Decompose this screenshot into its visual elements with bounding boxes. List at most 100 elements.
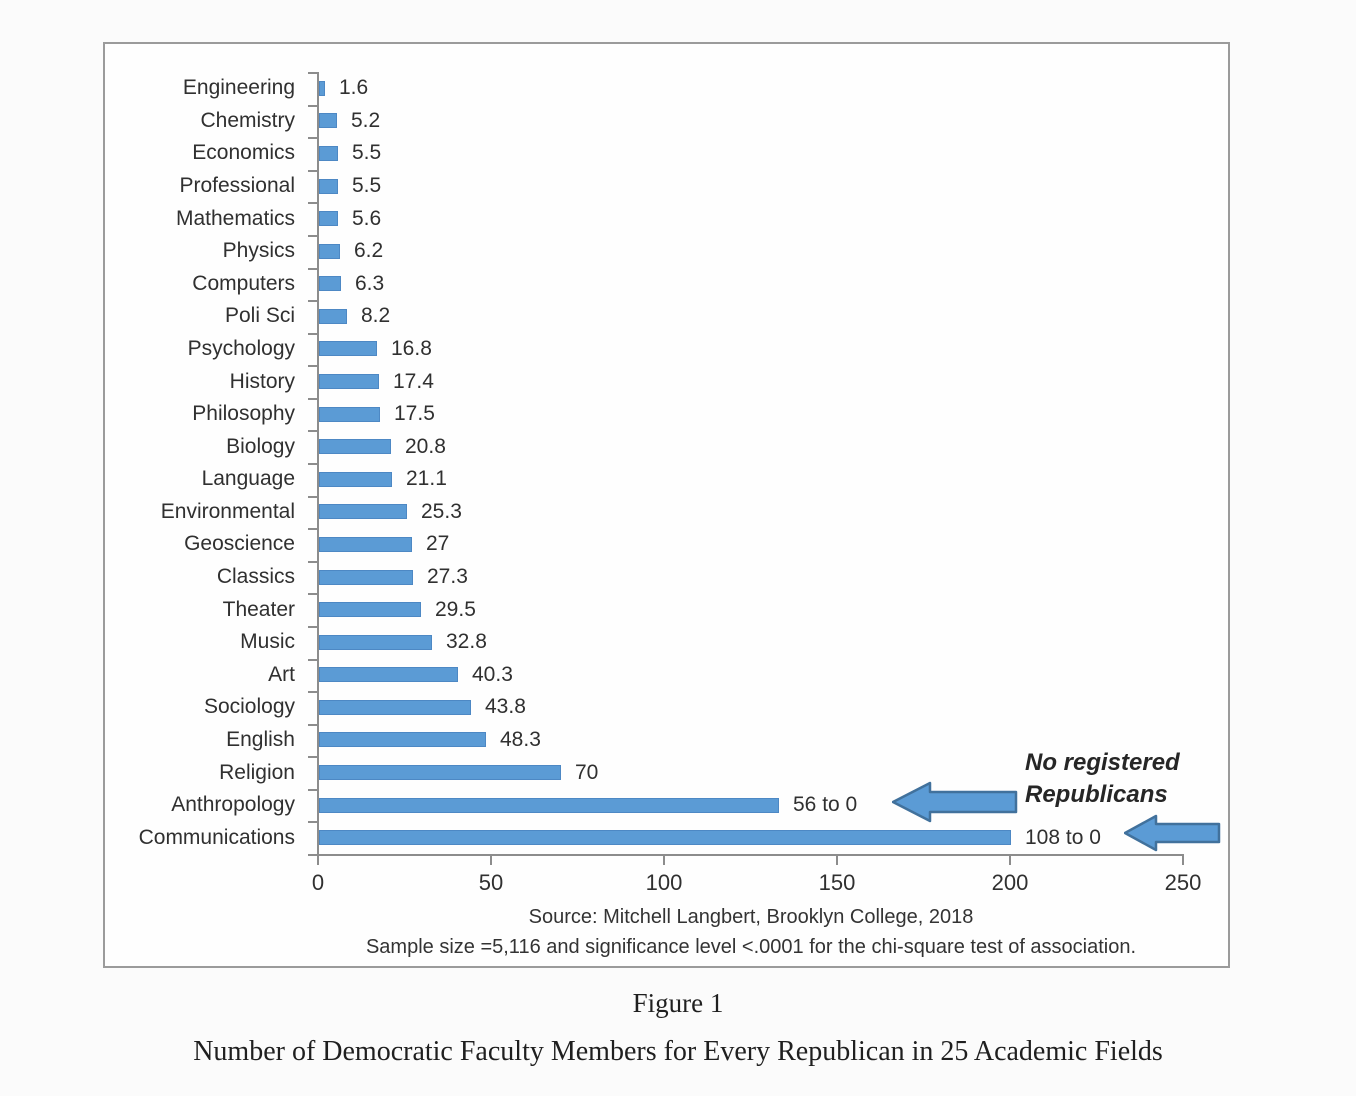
bar: [319, 536, 412, 552]
category-label: Mathematics: [175, 206, 295, 230]
bar: [319, 569, 413, 585]
category-label: Professional: [179, 174, 295, 198]
bar: [319, 634, 432, 650]
value-label: 5.6: [352, 206, 382, 230]
y-tick: [308, 300, 317, 303]
bar: [319, 504, 407, 520]
y-tick: [308, 593, 317, 596]
value-label: 27.3: [427, 565, 468, 589]
bar: [319, 765, 561, 781]
y-tick: [308, 723, 317, 726]
value-label: 40.3: [472, 662, 513, 686]
bar: [319, 602, 421, 618]
x-tick: [490, 856, 492, 865]
y-axis-line: [317, 72, 319, 856]
category-label: Biology: [226, 434, 295, 458]
bar: [319, 732, 486, 748]
category-label: Music: [240, 630, 295, 654]
category-label: Language: [201, 467, 295, 491]
value-label: 56 to 0: [793, 793, 858, 817]
value-label: 6.3: [355, 271, 385, 295]
bar: [319, 439, 391, 455]
value-label: 70: [575, 760, 599, 784]
value-label: 48.3: [500, 727, 541, 751]
category-label: Geoscience: [184, 532, 295, 556]
bar: [319, 243, 340, 259]
y-tick: [308, 430, 317, 433]
x-tick-label: 250: [1164, 870, 1202, 895]
value-label: 25.3: [421, 499, 462, 523]
value-label: 21.1: [406, 467, 447, 491]
x-tick: [1182, 856, 1184, 865]
category-label: Philosophy: [192, 402, 295, 426]
category-label: Computers: [192, 271, 295, 295]
category-label: Psychology: [187, 336, 295, 360]
bar: [319, 406, 380, 422]
figure-label: Figure 1: [632, 988, 724, 1018]
x-axis-line: [317, 854, 1184, 856]
category-label: Physics: [222, 239, 295, 263]
y-tick: [308, 756, 317, 759]
category-label: Art: [268, 662, 295, 686]
y-tick: [308, 332, 317, 335]
x-tick-label: 200: [991, 870, 1029, 895]
value-label: 8.2: [361, 304, 391, 328]
category-label: Environmental: [160, 499, 295, 523]
sample-size-note: Sample size =5,116 and significance leve…: [365, 936, 1137, 958]
bar: [319, 145, 338, 161]
category-label: Theater: [222, 597, 295, 621]
y-tick: [308, 267, 317, 270]
value-label: 43.8: [485, 695, 526, 719]
y-tick: [308, 397, 317, 400]
y-tick: [308, 854, 317, 856]
y-tick: [308, 495, 317, 498]
y-tick: [308, 463, 317, 465]
y-tick: [308, 658, 317, 661]
y-tick: [308, 560, 317, 563]
bar: [319, 308, 347, 324]
chart-panel: Engineering 1.6 Chemistry 5.2 Economics 5.5 Pr…: [103, 42, 1230, 968]
category-label: Engineering: [182, 76, 295, 100]
bar: [319, 178, 338, 194]
bar: [319, 797, 779, 813]
value-label: 29.5: [435, 597, 476, 621]
bar: [319, 341, 377, 357]
category-label: Religion: [219, 760, 295, 784]
figure-caption: Figure 1 Number of Democratic Faculty Me…: [0, 988, 1356, 1068]
category-label: Sociology: [203, 695, 295, 719]
y-tick: [308, 104, 317, 107]
source-line: Source: Mitchell Langbert, Brooklyn Coll…: [528, 906, 974, 928]
bar: [319, 471, 392, 487]
annotation-line-2: Republicans: [1025, 781, 1168, 808]
y-tick: [308, 72, 317, 74]
bar: [319, 667, 458, 683]
category-label: English: [226, 727, 295, 751]
value-label: 5.5: [352, 174, 382, 198]
y-tick: [308, 234, 317, 237]
y-tick: [308, 137, 317, 140]
x-tick-label: 100: [645, 870, 683, 895]
bar: [319, 830, 1011, 846]
value-label: 20.8: [405, 434, 446, 458]
y-tick: [308, 788, 317, 791]
value-label: 16.8: [391, 336, 432, 360]
category-label: Classics: [216, 565, 295, 589]
y-tick: [308, 169, 317, 172]
y-tick: [308, 365, 317, 368]
y-tick: [308, 625, 317, 628]
x-tick-label: 150: [818, 870, 856, 895]
bar: [319, 113, 337, 129]
value-label: 17.4: [393, 369, 434, 393]
category-label: Poli Sci: [224, 304, 295, 328]
x-tick-label: 50: [478, 870, 504, 895]
value-label: 6.2: [354, 239, 384, 263]
category-label: Chemistry: [200, 108, 295, 132]
y-tick: [308, 528, 317, 531]
category-label: History: [229, 369, 295, 393]
bar: [319, 276, 341, 292]
y-tick: [308, 821, 317, 824]
left-arrow-icon: [892, 781, 1018, 823]
category-label: Economics: [192, 141, 295, 165]
x-tick: [317, 856, 319, 865]
